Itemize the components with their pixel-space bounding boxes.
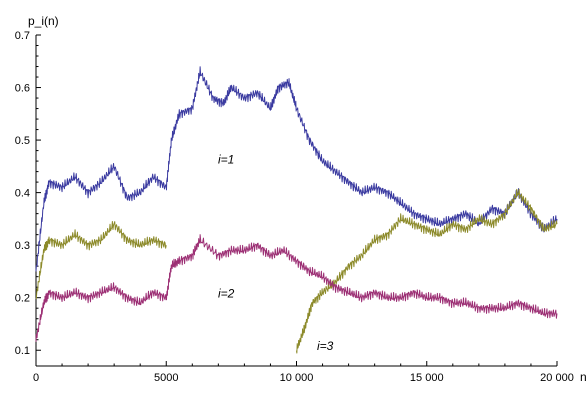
series-annotation: i=1 [218,153,234,167]
y-tick-label: 0.5 [15,135,30,147]
series-line [35,66,558,272]
x-tick-label: 20 000 [540,372,574,384]
axes: 0 5000 10 000 15 000 20 000 0.1 0.2 0.3 0.4 0.5 0.… [15,14,587,384]
series-layer [35,66,558,354]
y-tick-label: 0.3 [15,240,30,252]
series-annotation: i=2 [218,287,235,301]
y-tick-label: 0.4 [15,188,30,200]
series-line [35,234,558,342]
y-tick-label: 0.6 [15,83,30,95]
series-line [35,220,167,299]
y-tick-label: 0.2 [15,293,30,305]
x-tick-label: 15 000 [410,372,444,384]
y-tick-label: 0.7 [15,30,30,42]
x-tick-label: 5000 [154,372,178,384]
x-tick-label: 0 [33,372,39,384]
x-axis-label: n [580,370,587,384]
x-tick-label: 10 000 [280,372,314,384]
annotation-layer: i=1 i=2 i=3 [218,153,334,354]
series-annotation: i=3 [317,339,334,353]
series-line [296,188,558,354]
y-axis-label: p_i(n) [28,14,59,28]
y-tick-label: 0.1 [15,345,30,357]
